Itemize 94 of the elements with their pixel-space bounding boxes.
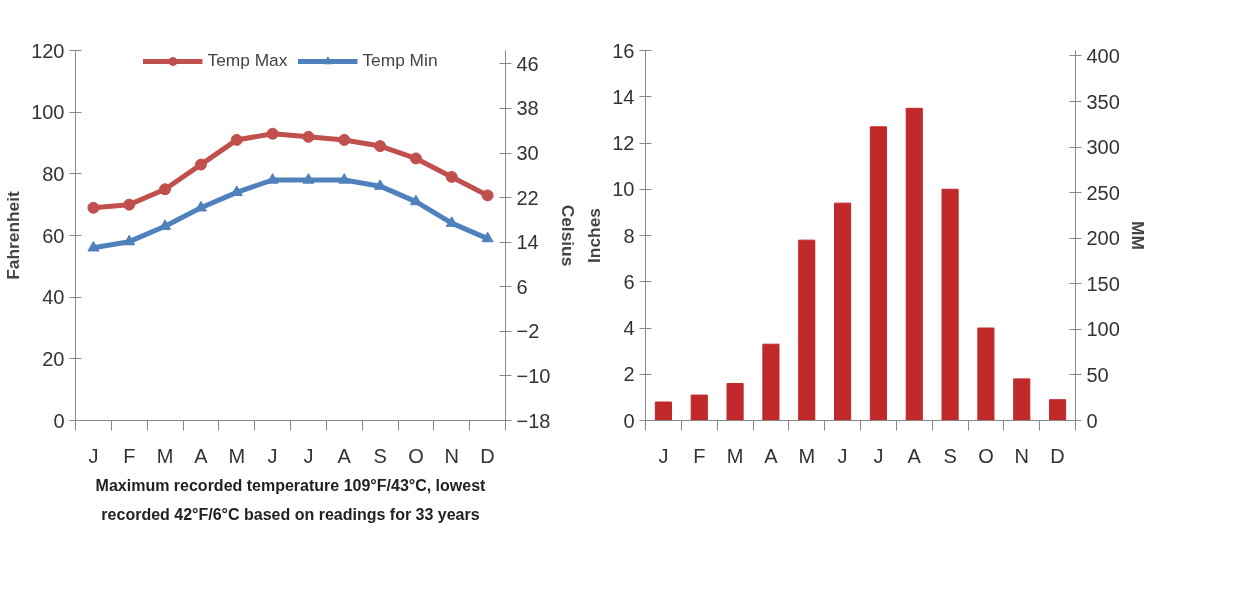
point	[159, 183, 172, 196]
bar	[762, 343, 780, 421]
x-tick-label: M	[798, 444, 816, 467]
y2-tick-label: 22	[516, 186, 539, 209]
y-tick-label: 2	[623, 363, 635, 386]
x-tick-label: J	[88, 444, 99, 467]
y-tick-label: 60	[42, 224, 65, 247]
bar	[726, 383, 744, 421]
y2-tick-label: −10	[516, 364, 551, 387]
bar	[690, 394, 708, 421]
y-tick-label: 14	[612, 85, 635, 108]
point	[302, 173, 315, 184]
y2-tick-label: 6	[516, 275, 528, 298]
bar	[869, 126, 887, 421]
y2-tick-label: −18	[516, 409, 551, 432]
y-tick-label: 10	[612, 178, 635, 201]
bar	[1013, 378, 1031, 421]
y2-tick-label: 200	[1086, 227, 1120, 250]
y-tick-label: 6	[623, 270, 635, 293]
bar	[798, 239, 816, 421]
x-tick-label: J	[267, 444, 278, 467]
point	[302, 130, 315, 143]
y-tick-label: 0	[623, 409, 635, 432]
y-tick-label: 120	[31, 39, 65, 62]
x-tick-label: F	[123, 444, 136, 467]
point	[338, 173, 351, 184]
bar	[977, 327, 995, 421]
y-axis-title: Inches	[584, 208, 605, 263]
y2-tick-label: 30	[516, 142, 539, 165]
x-tick-label: S	[943, 444, 957, 467]
y2-tick-label: 250	[1086, 181, 1120, 204]
y2-tick-label: 100	[1086, 318, 1120, 341]
point	[445, 170, 458, 183]
point	[87, 240, 100, 252]
text: Maximum recorded temperature 109°F/43°C, lowest recorded 42°F/6°C based on readings for 33 years	[95, 476, 487, 523]
x-tick-label: O	[408, 444, 424, 467]
y-axis-title: Fahrenheit	[3, 190, 24, 280]
y2-tick-label: 14	[516, 231, 539, 254]
point	[409, 152, 422, 165]
y2-axis-title: MM	[1127, 221, 1148, 250]
point	[194, 158, 207, 171]
bar	[834, 202, 852, 421]
legend-label: Temp Max	[207, 50, 288, 71]
bar	[905, 107, 923, 421]
x-tick-label: J	[873, 444, 884, 467]
y2-tick-label: 150	[1086, 272, 1120, 295]
y-tick-label: 40	[42, 286, 65, 309]
y2-tick-label: 300	[1086, 136, 1120, 159]
x-tick-label: M	[156, 444, 174, 467]
x-tick-label: S	[373, 444, 387, 467]
x-tick-label: A	[337, 444, 352, 467]
y-tick-label: 20	[42, 347, 65, 370]
x-tick-label: N	[444, 444, 459, 467]
x-tick-label: A	[764, 444, 779, 467]
y2-tick-label: 50	[1086, 363, 1109, 386]
point	[123, 234, 136, 246]
x-tick-label: A	[907, 444, 922, 467]
y-tick-label: 0	[53, 409, 65, 432]
bar	[1049, 399, 1067, 421]
y2-tick-label: 0	[1086, 409, 1098, 432]
point	[338, 133, 351, 146]
y2-tick-label: 400	[1086, 44, 1120, 67]
y-tick-label: 80	[42, 162, 65, 185]
x-tick-label: F	[693, 444, 706, 467]
x-tick-label: M	[726, 444, 744, 467]
x-tick-label: J	[303, 444, 314, 467]
y-tick-label: 12	[612, 132, 635, 154]
point	[230, 133, 243, 146]
y2-tick-label: 38	[516, 97, 539, 120]
x-tick-label: J	[837, 444, 848, 467]
point	[374, 140, 387, 153]
point	[266, 127, 279, 140]
y2-axis-title: Celsius	[558, 204, 579, 267]
y-tick-label: 16	[612, 39, 635, 62]
bar	[654, 401, 672, 421]
x-tick-label: M	[228, 444, 246, 467]
y2-tick-label: −2	[516, 320, 540, 343]
x-tick-label: N	[1014, 444, 1029, 467]
x-tick-label: D	[1050, 444, 1065, 467]
point	[481, 231, 494, 243]
point	[123, 198, 136, 211]
x-tick-label: O	[978, 444, 994, 467]
x-tick-label: D	[480, 444, 495, 467]
x-tick-label: J	[658, 444, 669, 467]
y-tick-label: 4	[623, 317, 635, 339]
y2-tick-label: 350	[1086, 90, 1120, 113]
y-tick-label: 8	[623, 224, 635, 247]
x-tick-label: A	[194, 444, 209, 467]
point	[481, 189, 494, 202]
y-tick-label: 100	[31, 101, 65, 124]
bar	[941, 188, 959, 421]
legend-label: Temp Min	[362, 50, 438, 71]
point	[87, 201, 100, 214]
y2-tick-label: 46	[516, 52, 539, 75]
